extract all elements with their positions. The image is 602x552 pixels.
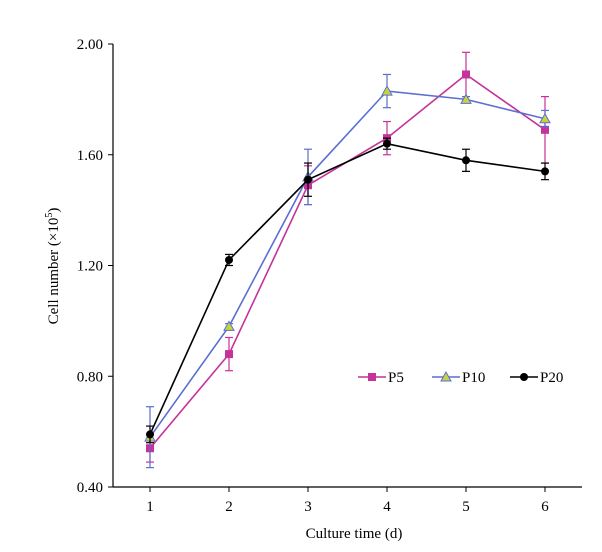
data-point-p20 xyxy=(383,139,391,148)
y-axis-ticks: 0.40 0.80 1.20 1.60 2.00 xyxy=(77,37,113,496)
data-point-p20 xyxy=(225,255,233,264)
series-p10 xyxy=(144,73,551,469)
data-point-p5 xyxy=(462,70,470,79)
x-tick-label: 3 xyxy=(304,499,312,515)
series-p5 xyxy=(146,51,549,463)
data-point-p10 xyxy=(460,93,472,104)
legend-item-p20: P20 xyxy=(510,370,563,386)
y-axis-title-main: Cell number (×10 xyxy=(46,218,62,325)
y-axis-title-superscript: 5 xyxy=(44,213,55,218)
data-point-p20 xyxy=(462,156,470,165)
x-tick-label: 5 xyxy=(462,499,470,515)
x-tick-label: 6 xyxy=(541,499,549,515)
legend: P5 P10 P20 xyxy=(358,370,563,386)
data-point-p10 xyxy=(223,320,235,331)
x-tick-label: 4 xyxy=(383,499,391,515)
legend-marker xyxy=(368,373,376,381)
x-axis-title: Culture time (d) xyxy=(306,526,403,542)
y-tick-label: 0.80 xyxy=(77,369,103,385)
y-tick-label: 0.40 xyxy=(77,480,103,496)
x-tick-label: 1 xyxy=(146,499,154,515)
legend-marker xyxy=(520,373,528,381)
data-point-p5 xyxy=(541,125,549,134)
legend-label: P5 xyxy=(388,370,404,386)
y-tick-label: 1.60 xyxy=(77,148,103,164)
x-axis-ticks: 1 2 3 4 5 6 xyxy=(146,487,549,515)
series-line-p5 xyxy=(149,73,546,449)
series-layer xyxy=(144,51,551,469)
data-point-p20 xyxy=(541,167,549,176)
data-point-p10 xyxy=(381,85,393,96)
legend-item-p10: P10 xyxy=(432,370,485,386)
data-point-p5 xyxy=(225,350,233,359)
y-tick-label: 2.00 xyxy=(77,37,103,53)
series-line-p20 xyxy=(149,142,546,435)
y-tick-label: 1.20 xyxy=(77,259,103,275)
data-point-p10 xyxy=(539,112,551,124)
series-p20 xyxy=(146,137,549,444)
x-tick-label: 2 xyxy=(225,499,233,515)
legend-label: P20 xyxy=(540,370,563,386)
legend-label: P10 xyxy=(462,370,485,386)
series-line-p10 xyxy=(149,90,546,438)
y-axis-title: Cell number (×105) xyxy=(44,208,62,325)
legend-marker xyxy=(440,370,452,382)
data-point-p20 xyxy=(304,175,312,184)
legend-item-p5: P5 xyxy=(358,370,404,386)
data-point-p20 xyxy=(146,430,154,439)
y-axis-title-close: ) xyxy=(46,208,62,213)
